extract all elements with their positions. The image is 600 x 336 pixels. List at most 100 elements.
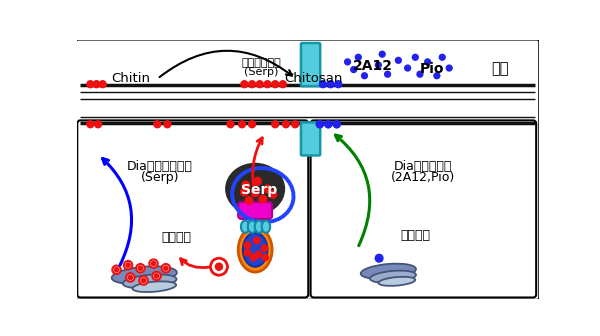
Circle shape <box>253 237 260 244</box>
Ellipse shape <box>238 227 272 272</box>
Circle shape <box>211 258 227 275</box>
Text: キチン質修飾: キチン質修飾 <box>241 58 281 69</box>
Circle shape <box>95 121 101 128</box>
Circle shape <box>404 65 410 71</box>
Circle shape <box>434 73 440 79</box>
Circle shape <box>239 121 245 128</box>
Circle shape <box>351 67 356 73</box>
Ellipse shape <box>243 233 268 267</box>
Circle shape <box>87 121 94 128</box>
Circle shape <box>261 245 268 251</box>
Circle shape <box>316 121 323 128</box>
Text: Pio: Pio <box>420 62 445 76</box>
Circle shape <box>292 121 299 128</box>
Circle shape <box>355 54 361 60</box>
Circle shape <box>375 254 383 262</box>
Circle shape <box>161 264 170 272</box>
Circle shape <box>164 121 171 128</box>
Circle shape <box>269 191 277 198</box>
Circle shape <box>333 121 340 128</box>
Ellipse shape <box>112 266 177 284</box>
FancyBboxPatch shape <box>238 202 272 219</box>
Ellipse shape <box>379 277 415 286</box>
Circle shape <box>251 189 259 197</box>
Circle shape <box>151 261 155 266</box>
Circle shape <box>256 81 263 88</box>
Circle shape <box>250 254 257 261</box>
Ellipse shape <box>241 220 250 233</box>
Circle shape <box>316 121 323 128</box>
Circle shape <box>154 121 161 128</box>
Circle shape <box>254 177 262 185</box>
FancyBboxPatch shape <box>77 120 308 297</box>
Circle shape <box>333 121 340 128</box>
Circle shape <box>395 57 401 63</box>
Circle shape <box>248 81 256 88</box>
Text: Serp: Serp <box>241 183 277 198</box>
Ellipse shape <box>123 275 176 288</box>
Circle shape <box>244 250 251 256</box>
Circle shape <box>215 262 223 271</box>
Circle shape <box>139 276 148 285</box>
Circle shape <box>152 272 161 280</box>
Circle shape <box>417 71 423 77</box>
Circle shape <box>241 81 248 88</box>
Circle shape <box>280 81 286 88</box>
Circle shape <box>283 121 289 128</box>
Circle shape <box>115 267 119 272</box>
Circle shape <box>154 274 159 278</box>
Circle shape <box>335 81 342 88</box>
Circle shape <box>344 59 350 65</box>
Text: ゴルジ体: ゴルジ体 <box>400 229 430 242</box>
Ellipse shape <box>248 220 256 233</box>
Circle shape <box>242 181 250 189</box>
Text: Dia依存的経路: Dia依存的経路 <box>394 160 452 173</box>
Text: (2A12,Pio): (2A12,Pio) <box>391 171 455 184</box>
Circle shape <box>241 188 248 196</box>
Circle shape <box>142 279 146 283</box>
Ellipse shape <box>361 264 416 279</box>
FancyBboxPatch shape <box>301 43 320 86</box>
Ellipse shape <box>225 163 285 215</box>
FancyBboxPatch shape <box>311 120 536 297</box>
Ellipse shape <box>370 270 416 283</box>
Circle shape <box>325 121 332 128</box>
Circle shape <box>272 121 278 128</box>
Circle shape <box>255 251 262 258</box>
Text: (Serp): (Serp) <box>244 67 278 77</box>
Text: 管腔: 管腔 <box>491 61 509 76</box>
Circle shape <box>245 197 253 204</box>
Circle shape <box>446 65 452 71</box>
Circle shape <box>272 81 278 88</box>
Ellipse shape <box>255 220 263 233</box>
Circle shape <box>126 263 130 267</box>
Text: ゴルジ体: ゴルジ体 <box>161 230 191 244</box>
Circle shape <box>128 275 133 280</box>
Circle shape <box>385 71 391 77</box>
Circle shape <box>138 266 143 270</box>
Circle shape <box>248 121 256 128</box>
Circle shape <box>99 81 106 88</box>
Circle shape <box>425 59 431 65</box>
Circle shape <box>259 195 266 203</box>
Circle shape <box>112 265 121 274</box>
Circle shape <box>87 81 94 88</box>
FancyBboxPatch shape <box>76 40 539 300</box>
Ellipse shape <box>262 220 270 233</box>
Circle shape <box>126 273 134 282</box>
Circle shape <box>325 121 332 128</box>
Circle shape <box>93 81 100 88</box>
Circle shape <box>319 81 326 88</box>
Circle shape <box>244 242 251 248</box>
Circle shape <box>227 121 234 128</box>
Circle shape <box>264 81 271 88</box>
Text: Chitin: Chitin <box>111 72 150 85</box>
Text: Chitosan: Chitosan <box>284 72 343 85</box>
Circle shape <box>412 54 418 60</box>
Circle shape <box>379 51 385 57</box>
Circle shape <box>439 54 445 60</box>
Circle shape <box>124 261 133 269</box>
Ellipse shape <box>133 281 176 292</box>
Circle shape <box>362 73 367 79</box>
Circle shape <box>149 259 158 268</box>
